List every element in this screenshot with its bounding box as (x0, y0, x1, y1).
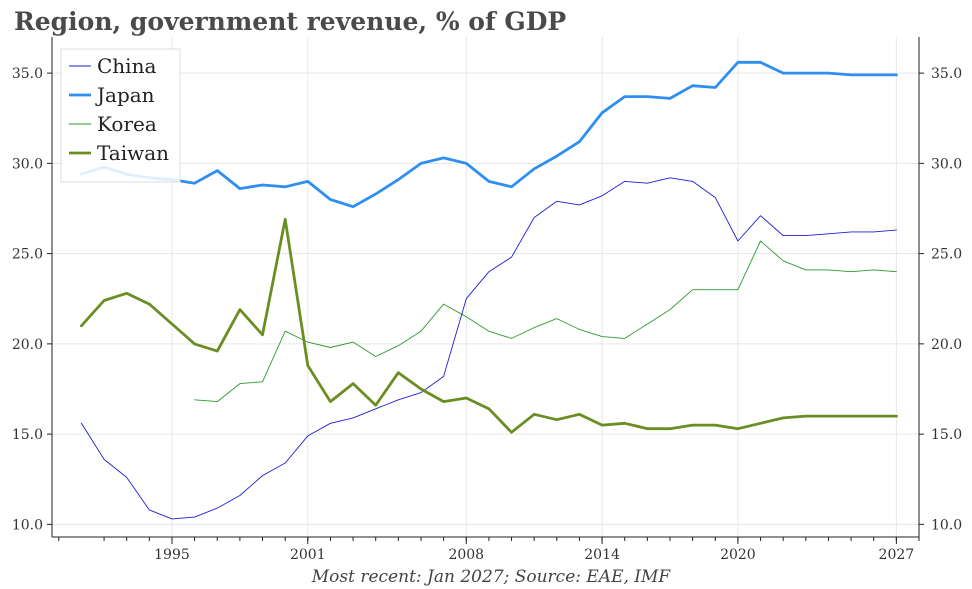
series-line-taiwan (80, 217, 898, 434)
left-y-tick-label: 35.0 (12, 66, 43, 82)
legend-label-taiwan: Taiwan (97, 141, 169, 165)
gridlines (52, 37, 919, 537)
axis-ticks: 1995 2001 2008 2014 2020 2027 10.0 10.0 15.0 15.0… (12, 66, 962, 563)
source-note: Most recent: Jan 2027; Source: EAE, IMF (311, 567, 672, 587)
series-line-korea (194, 240, 897, 403)
right-y-tick-label: 15.0 (931, 427, 962, 443)
left-y-tick-label: 15.0 (12, 427, 43, 443)
x-tick-label: 1995 (154, 547, 190, 563)
legend-box (60, 48, 181, 183)
legend: China Japan Korea Taiwan (60, 48, 181, 183)
left-y-tick-label: 25.0 (12, 247, 43, 263)
right-y-tick-label: 35.0 (931, 66, 962, 82)
right-y-tick-label: 30.0 (931, 156, 962, 172)
x-tick-label: 2008 (448, 547, 484, 563)
left-y-tick-label: 20.0 (12, 337, 43, 353)
legend-label-china: China (97, 54, 156, 78)
left-y-tick-label: 30.0 (12, 156, 43, 172)
axes (51, 37, 920, 538)
right-y-tick-label: 20.0 (931, 337, 962, 353)
x-tick-label: 2027 (879, 547, 915, 563)
x-tick-label: 2020 (720, 547, 756, 563)
left-y-tick-label: 10.0 (12, 517, 43, 533)
series-line-japan (80, 60, 898, 209)
x-tick-label: 2014 (584, 547, 620, 563)
right-y-tick-label: 10.0 (931, 517, 962, 533)
series-lines (80, 60, 898, 520)
x-tick-label: 2001 (290, 547, 326, 563)
right-y-tick-label: 25.0 (931, 247, 962, 263)
chart-title: Region, government revenue, % of GDP (14, 7, 566, 36)
legend-label-japan: Japan (95, 83, 155, 107)
series-line-china (80, 177, 897, 520)
legend-label-korea: Korea (97, 112, 157, 136)
